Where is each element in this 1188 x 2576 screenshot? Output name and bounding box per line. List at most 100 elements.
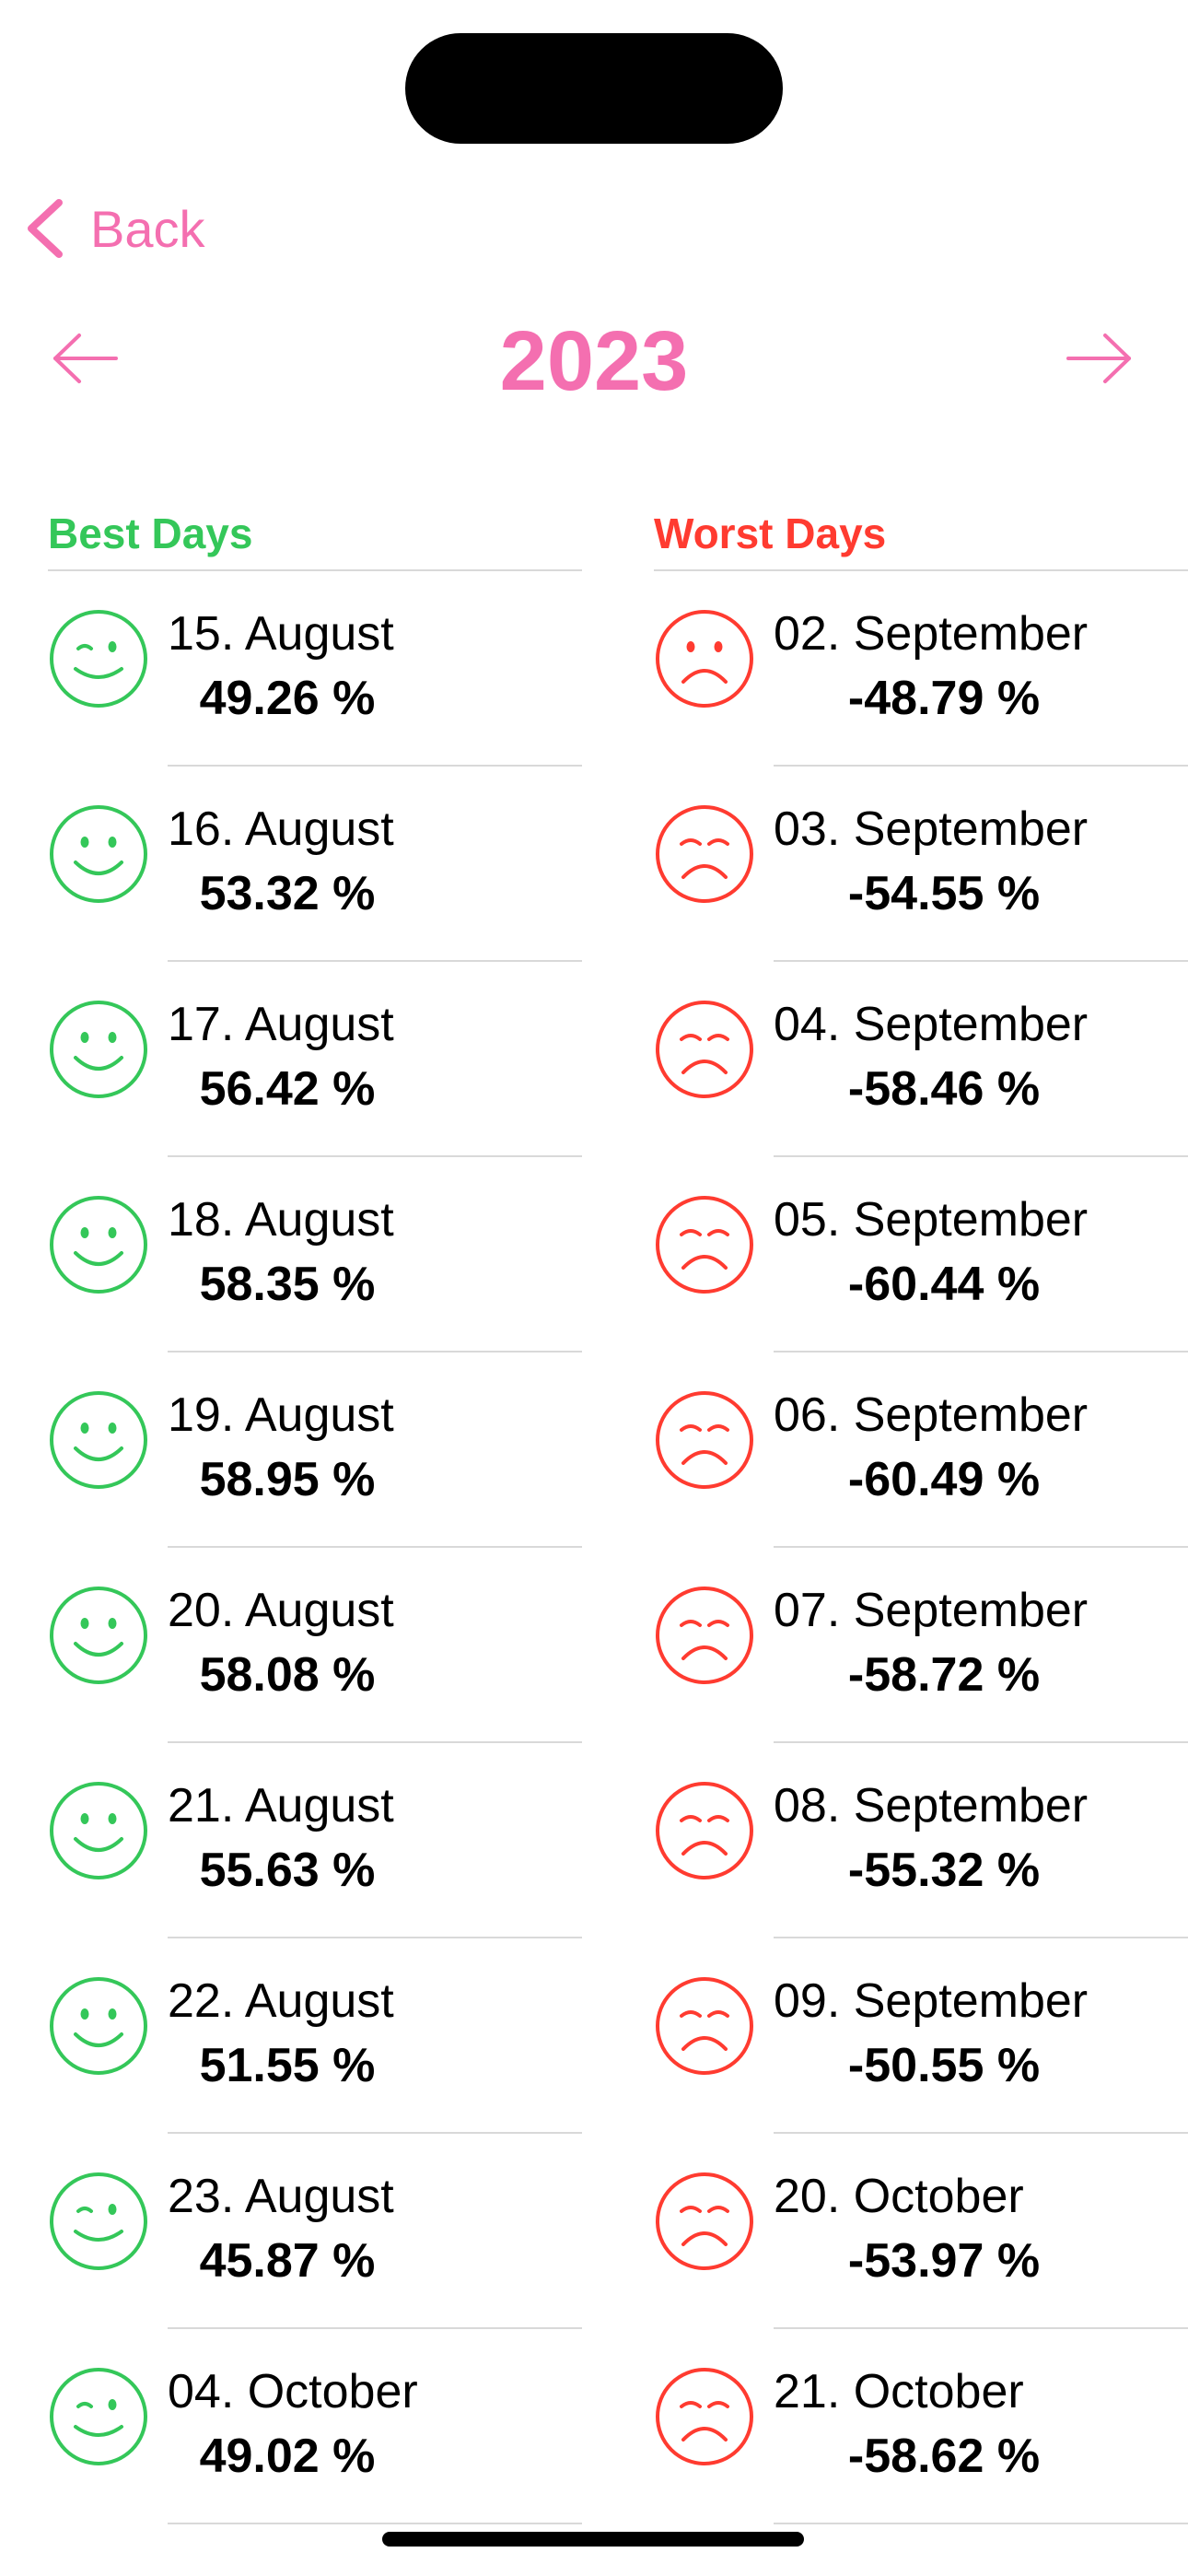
list-item-text: 17. August 56.42 % (168, 962, 582, 1157)
day-percentage: -58.46 % (847, 1062, 1041, 1116)
day-percentage: 49.02 % (199, 2430, 376, 2483)
list-item: 05. September -60.44 % (654, 1157, 1188, 1352)
smile-icon (50, 1977, 147, 2075)
smile-icon (50, 805, 147, 903)
sad-icon (656, 1587, 753, 1684)
list-item-text: 16. August 53.32 % (168, 767, 582, 962)
day-date: 21. October (774, 2365, 1024, 2418)
sad-icon (656, 1391, 753, 1489)
day-percentage: 49.26 % (199, 672, 376, 725)
sad-icon (656, 1001, 753, 1098)
list-item: 18. August 58.35 % (48, 1157, 582, 1352)
list-item: 20. October -53.97 % (654, 2134, 1188, 2329)
list-item: 22. August 51.55 % (48, 1938, 582, 2134)
list-item-text: 04. October 49.02 % (168, 2329, 582, 2524)
year-title: 2023 (499, 314, 689, 408)
day-date: 17. August (168, 998, 394, 1051)
day-percentage: 45.87 % (199, 2234, 376, 2288)
day-percentage: 51.55 % (199, 2039, 376, 2092)
wink-smile-icon (50, 2368, 147, 2465)
back-label: Back (90, 199, 205, 258)
list-item: 04. September -58.46 % (654, 962, 1188, 1157)
day-percentage: -60.49 % (847, 1453, 1041, 1506)
list-item: 16. August 53.32 % (48, 767, 582, 962)
list-item: 09. September -50.55 % (654, 1938, 1188, 2134)
list-item-text: 18. August 58.35 % (168, 1157, 582, 1352)
year-navigator: 2023 (0, 304, 1188, 424)
day-date: 20. October (774, 2170, 1024, 2223)
day-percentage: 55.63 % (199, 1844, 376, 1897)
list-item-text: 02. September -48.79 % (774, 571, 1188, 767)
list-item-text: 23. August 45.87 % (168, 2134, 582, 2329)
list-item: 17. August 56.42 % (48, 962, 582, 1157)
home-indicator (382, 2532, 804, 2547)
best-days-header: Best Days (48, 498, 582, 571)
list-item: 20. August 58.08 % (48, 1548, 582, 1743)
best-days-column: Best Days 15. August 49.26 % 16. August 53.… (48, 498, 582, 2524)
list-item-text: 19. August 58.95 % (168, 1352, 582, 1548)
day-date: 21. August (168, 1779, 394, 1832)
smile-icon (50, 1587, 147, 1684)
list-item-text: 15. August 49.26 % (168, 571, 582, 767)
list-item: 19. August 58.95 % (48, 1352, 582, 1548)
day-date: 22. August (168, 1974, 394, 2028)
day-date: 05. September (774, 1193, 1089, 1247)
arrow-right-icon[interactable] (1065, 332, 1133, 385)
sad-icon (656, 1782, 753, 1879)
list-item-text: 07. September -58.72 % (774, 1548, 1188, 1743)
day-percentage: 58.08 % (199, 1648, 376, 1702)
day-percentage: -58.62 % (847, 2430, 1041, 2483)
chevron-left-icon (28, 199, 63, 258)
day-date: 20. August (168, 1584, 394, 1637)
list-item-text: 20. October -53.97 % (774, 2134, 1188, 2329)
day-percentage: 58.35 % (199, 1258, 376, 1311)
day-date: 18. August (168, 1193, 394, 1247)
smile-icon (50, 1782, 147, 1879)
list-item-text: 22. August 51.55 % (168, 1938, 582, 2134)
day-percentage: -58.72 % (847, 1648, 1041, 1702)
day-date: 02. September (774, 607, 1089, 661)
day-date: 15. August (168, 607, 394, 661)
list-item-text: 03. September -54.55 % (774, 767, 1188, 962)
list-item: 07. September -58.72 % (654, 1548, 1188, 1743)
sad-icon (656, 805, 753, 903)
day-date: 07. September (774, 1584, 1089, 1637)
frown-icon (656, 610, 753, 708)
sad-icon (656, 2368, 753, 2465)
list-item: 06. September -60.49 % (654, 1352, 1188, 1548)
smile-icon (50, 1196, 147, 1294)
day-percentage: -55.32 % (847, 1844, 1041, 1897)
back-button[interactable]: Back (26, 192, 205, 265)
list-item-text: 06. September -60.49 % (774, 1352, 1188, 1548)
list-item-text: 20. August 58.08 % (168, 1548, 582, 1743)
list-item-text: 05. September -60.44 % (774, 1157, 1188, 1352)
worst-days-header: Worst Days (654, 498, 1188, 571)
day-date: 23. August (168, 2170, 394, 2223)
day-percentage: 56.42 % (199, 1062, 376, 1116)
list-item-text: 21. August 55.63 % (168, 1743, 582, 1938)
list-item: 15. August 49.26 % (48, 571, 582, 767)
list-item: 03. September -54.55 % (654, 767, 1188, 962)
list-item: 21. August 55.63 % (48, 1743, 582, 1938)
list-item-text: 09. September -50.55 % (774, 1938, 1188, 2134)
day-percentage: -53.97 % (847, 2234, 1041, 2288)
day-date: 04. September (774, 998, 1089, 1051)
sad-icon (656, 1977, 753, 2075)
day-date: 08. September (774, 1779, 1089, 1832)
list-item-text: 04. September -58.46 % (774, 962, 1188, 1157)
day-percentage: 53.32 % (199, 867, 376, 920)
day-percentage: -48.79 % (847, 672, 1041, 725)
list-item: 21. October -58.62 % (654, 2329, 1188, 2524)
day-date: 06. September (774, 1388, 1089, 1442)
sad-icon (656, 1196, 753, 1294)
list-item: 08. September -55.32 % (654, 1743, 1188, 1938)
wink-smile-icon (50, 610, 147, 708)
arrow-left-icon[interactable] (52, 332, 120, 385)
sad-icon (656, 2172, 753, 2270)
day-date: 04. October (168, 2365, 418, 2418)
day-date: 19. August (168, 1388, 394, 1442)
list-item: 23. August 45.87 % (48, 2134, 582, 2329)
list-item-text: 08. September -55.32 % (774, 1743, 1188, 1938)
day-date: 09. September (774, 1974, 1089, 2028)
day-date: 03. September (774, 802, 1089, 856)
